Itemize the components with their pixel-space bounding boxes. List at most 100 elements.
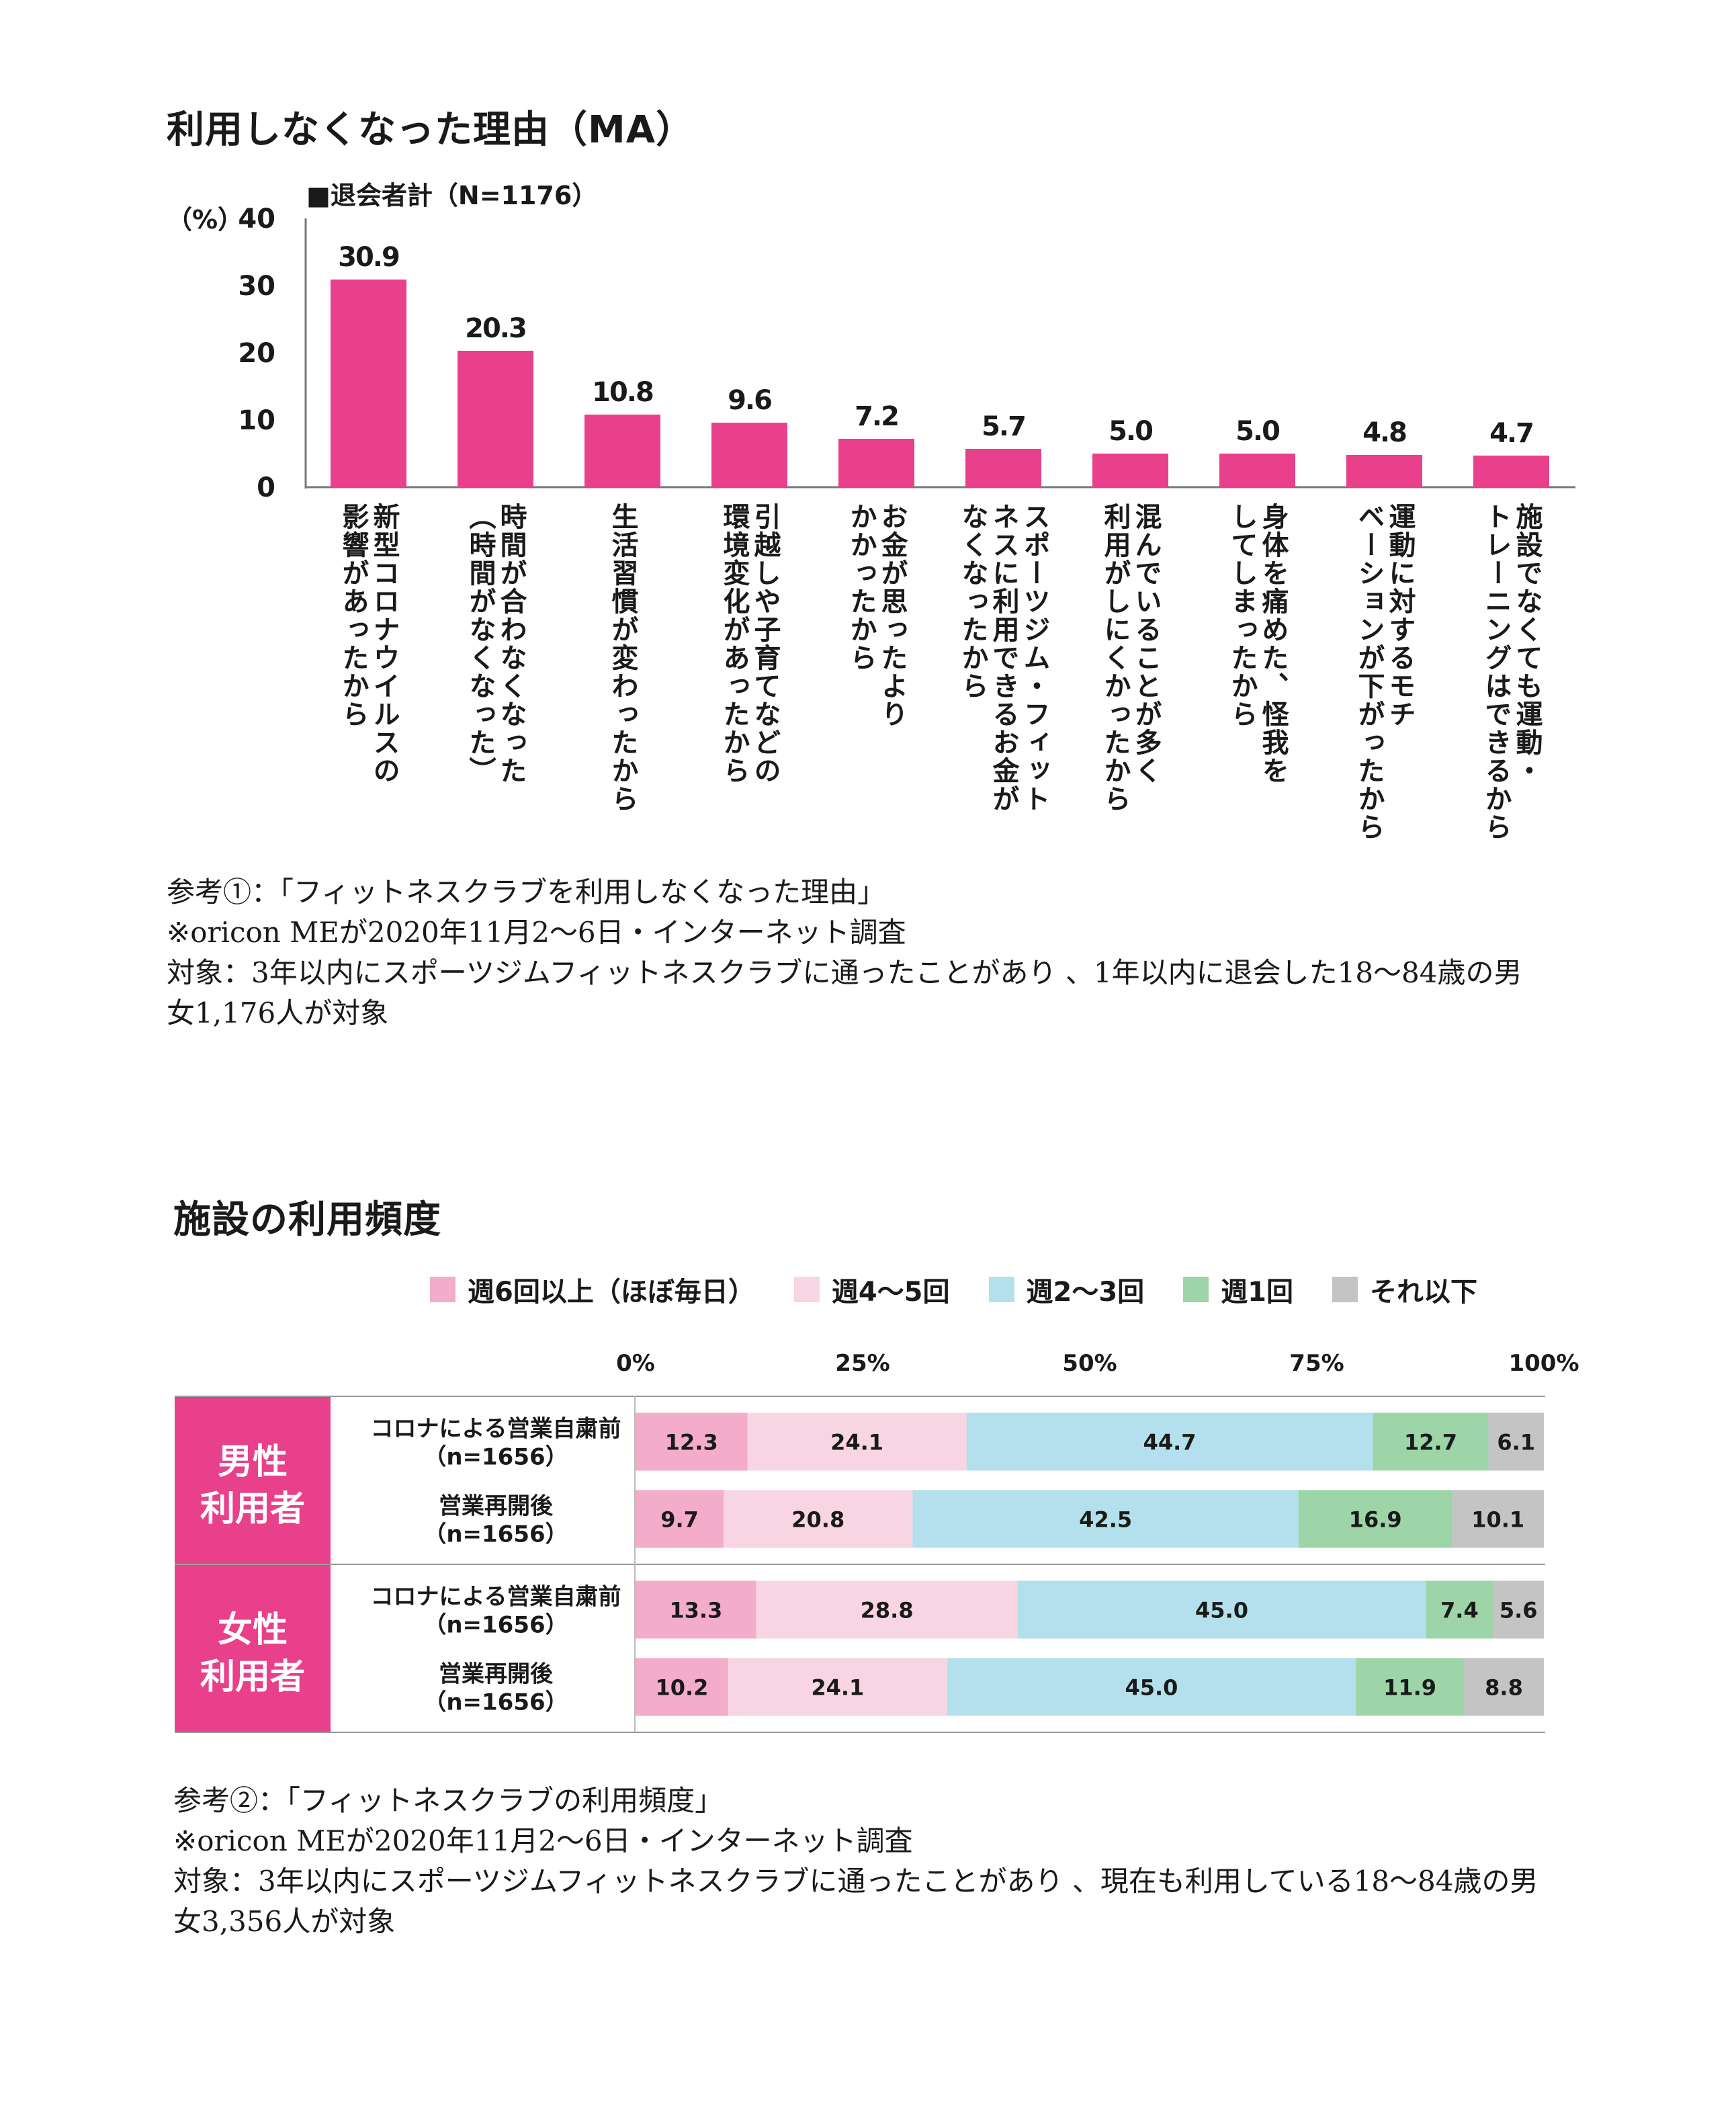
group-label: 利用者 bbox=[200, 1657, 305, 1697]
legend-label: 週1回 bbox=[1221, 1277, 1294, 1308]
note-2-line: 参考②：「フィットネスクラブの利用頻度」 bbox=[173, 1784, 724, 1817]
bar-segment bbox=[636, 1490, 724, 1548]
group-label: 利用者 bbox=[200, 1489, 305, 1529]
bar-segment bbox=[636, 1412, 748, 1471]
x-tick-label: 50% bbox=[1062, 1350, 1117, 1377]
category-label: （時間がなくなった） bbox=[465, 503, 496, 785]
segment-value-label: 42.5 bbox=[1079, 1507, 1132, 1533]
bar-segment bbox=[1488, 1412, 1544, 1471]
bar bbox=[965, 449, 1041, 487]
bar-value-label: 9.6 bbox=[728, 385, 771, 416]
legend-swatch bbox=[988, 1277, 1014, 1302]
category-label: スポーツジム・フィット bbox=[1019, 503, 1050, 813]
y-axis-label: （%） bbox=[167, 205, 243, 235]
segment-value-label: 13.3 bbox=[669, 1598, 722, 1623]
bar-segment bbox=[1356, 1658, 1465, 1716]
note-1-line: 参考①：「フィットネスクラブを利用しなくなった理由」 bbox=[167, 876, 886, 908]
segment-value-label: 10.2 bbox=[655, 1675, 708, 1701]
bar-segment bbox=[947, 1658, 1356, 1716]
series-label: ■退会者計（N=1176） bbox=[306, 181, 597, 210]
row-label: 営業再開後 bbox=[439, 1493, 554, 1520]
segment-value-label: 8.8 bbox=[1485, 1675, 1523, 1701]
y-tick-label: 0 bbox=[257, 472, 275, 503]
note-1-line: 対象：3年以内にスポーツジムフィットネスクラブに通ったことがあり 、1年以内に退… bbox=[167, 956, 1522, 989]
category-label: 混んでいることが多く bbox=[1131, 503, 1162, 785]
bar bbox=[331, 280, 406, 487]
bar-segment bbox=[724, 1490, 913, 1548]
category-label: してしまったから bbox=[1227, 503, 1258, 728]
segment-value-label: 28.8 bbox=[861, 1598, 914, 1623]
segment-value-label: 24.1 bbox=[811, 1675, 864, 1701]
x-tick-label: 25% bbox=[835, 1350, 889, 1377]
category-label: かかったから bbox=[846, 503, 877, 672]
x-tick-label: 75% bbox=[1289, 1350, 1344, 1377]
bar bbox=[584, 415, 660, 487]
row-label: 営業再開後 bbox=[439, 1661, 554, 1688]
row-label: コロナによる営業自粛前 bbox=[371, 1416, 621, 1443]
bar-segment bbox=[1464, 1658, 1544, 1716]
legend-item: 週6回以上（ほぼ毎日） bbox=[430, 1270, 755, 1309]
legend-swatch bbox=[1183, 1277, 1209, 1302]
segment-value-label: 7.4 bbox=[1440, 1598, 1479, 1623]
category-label: 影響があったから bbox=[338, 503, 370, 728]
legend-item: それ以下 bbox=[1332, 1270, 1477, 1309]
bar-value-label: 5.0 bbox=[1109, 416, 1152, 447]
bar-value-label: 10.8 bbox=[592, 377, 653, 408]
category-label: 身体を痛めた、怪我を bbox=[1258, 503, 1289, 785]
legend-item: 週4〜5回 bbox=[793, 1270, 950, 1309]
segment-value-label: 12.7 bbox=[1404, 1430, 1457, 1455]
bar-segment bbox=[912, 1490, 1299, 1548]
bar-segment bbox=[1452, 1490, 1544, 1548]
y-tick-label: 40 bbox=[238, 204, 275, 235]
segment-value-label: 16.9 bbox=[1349, 1507, 1402, 1533]
note-1: 参考①：「フィットネスクラブを利用しなくなった理由」 ※oricon MEが20… bbox=[167, 872, 1611, 1033]
chart1-reasons: ■退会者計（N=1176） （%） 0 10 20 30 40 30.9 新型コロナウイルスの影… bbox=[167, 181, 1575, 841]
row-label: （n=1656） bbox=[423, 1612, 568, 1639]
group-label: 男性 bbox=[218, 1442, 288, 1482]
group-label-box bbox=[175, 1397, 331, 1564]
bar-segment bbox=[756, 1580, 1018, 1639]
category-label: 時間が合わなくなった bbox=[496, 503, 527, 785]
row-label: コロナによる営業自粛前 bbox=[371, 1584, 621, 1611]
bar bbox=[458, 351, 533, 487]
category-label: 運動に対するモチ bbox=[1385, 503, 1416, 728]
category-label: ベーションが下がったから bbox=[1354, 503, 1385, 841]
note-2-line: 女3,356人が対象 bbox=[173, 1905, 396, 1938]
bar-segment bbox=[1298, 1490, 1452, 1548]
chart2-title: 施設の利用頻度 bbox=[173, 1198, 441, 1242]
bar-value-label: 30.9 bbox=[338, 242, 399, 273]
bar-value-label: 4.7 bbox=[1489, 418, 1533, 449]
category-label: ネスに利用できるお金が bbox=[988, 503, 1021, 813]
category-label: 環境変化があったから bbox=[719, 503, 750, 785]
category-label: 生活習慣が変わったから bbox=[607, 503, 639, 813]
bar-value-label: 5.7 bbox=[982, 411, 1025, 442]
note-1-line: ※oricon MEが2020年11月2〜6日・インターネット調査 bbox=[167, 916, 906, 949]
bar bbox=[1092, 454, 1168, 487]
chart1-title: 利用しなくなった理由（MA） bbox=[167, 108, 695, 152]
bar-value-label: 20.3 bbox=[465, 313, 526, 344]
segment-value-label: 11.9 bbox=[1383, 1675, 1436, 1701]
bar-value-label: 4.8 bbox=[1362, 417, 1406, 448]
category-label: 施設でなくても運動・ bbox=[1512, 503, 1543, 785]
x-tick-label: 100% bbox=[1508, 1350, 1579, 1377]
category-label: 引越しや子育てなどの bbox=[750, 503, 781, 785]
bar-segment bbox=[1017, 1580, 1426, 1639]
bar bbox=[1346, 455, 1422, 487]
category-label: トレーニングはできるから bbox=[1481, 503, 1512, 841]
y-tick-label: 10 bbox=[238, 405, 275, 436]
segment-value-label: 44.7 bbox=[1143, 1430, 1197, 1455]
row-label: （n=1656） bbox=[423, 1521, 568, 1548]
group-label-box bbox=[175, 1565, 331, 1732]
segment-value-label: 20.8 bbox=[791, 1507, 844, 1533]
bar-segment bbox=[728, 1658, 947, 1716]
note-2-line: 対象：3年以内にスポーツジムフィットネスクラブに通ったことがあり 、現在も利用し… bbox=[173, 1865, 1538, 1898]
segment-value-label: 9.7 bbox=[660, 1507, 699, 1533]
legend-swatch bbox=[793, 1277, 820, 1302]
segment-value-label: 12.3 bbox=[665, 1430, 718, 1455]
segment-value-label: 24.1 bbox=[830, 1430, 883, 1455]
category-label: お金が思ったより bbox=[877, 503, 909, 728]
legend-label: 週4〜5回 bbox=[831, 1277, 950, 1308]
segment-value-label: 10.1 bbox=[1471, 1507, 1524, 1533]
bar-segment bbox=[1493, 1580, 1544, 1639]
group-label: 女性 bbox=[218, 1610, 288, 1650]
